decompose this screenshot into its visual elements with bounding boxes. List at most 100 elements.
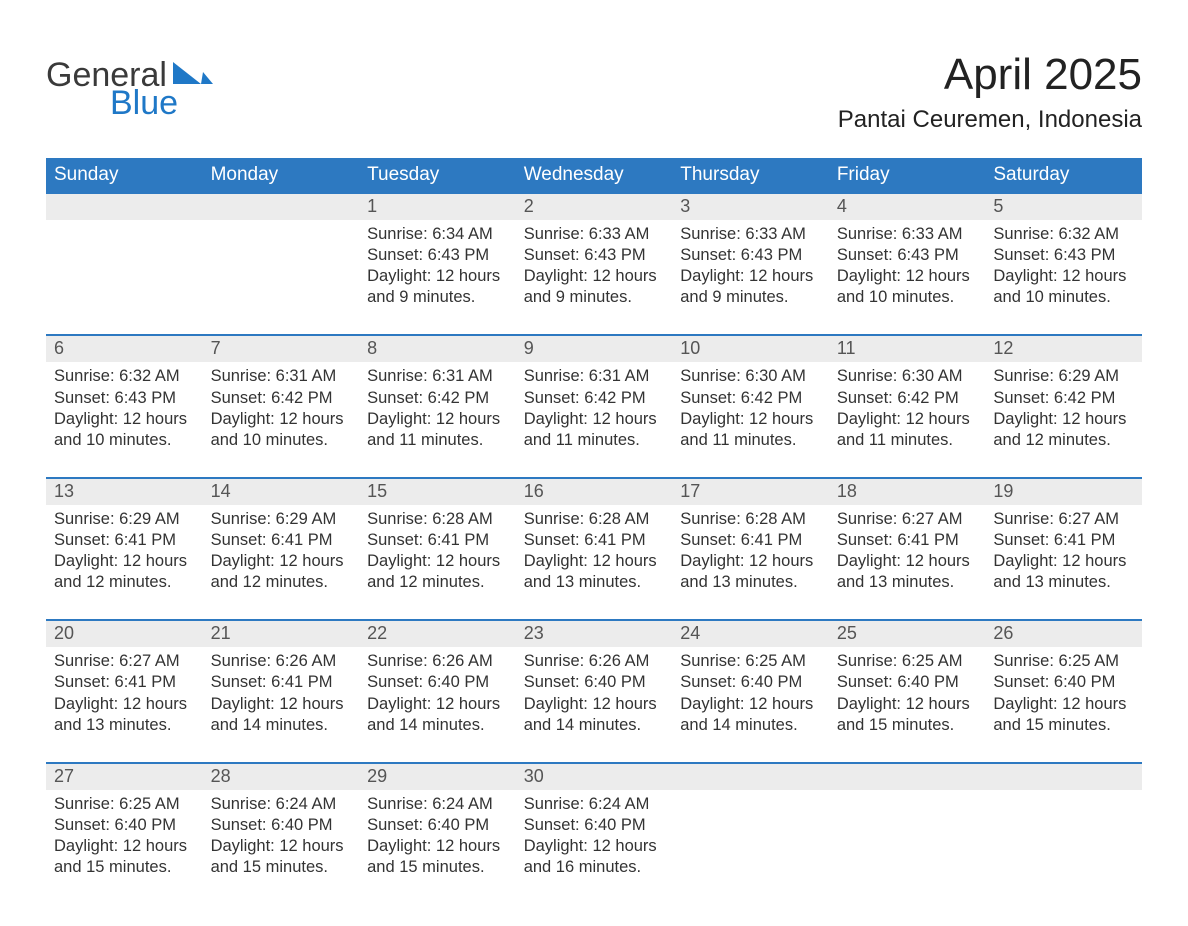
- day-number-cell: 14: [203, 478, 360, 505]
- sunset-text: Sunset: 6:42 PM: [524, 388, 665, 409]
- sunrise-text: Sunrise: 6:31 AM: [367, 366, 508, 387]
- daylight-text: Daylight: 12 hours and 15 minutes.: [367, 836, 508, 878]
- day-number-cell: 9: [516, 335, 673, 362]
- daylight-text: Daylight: 12 hours and 15 minutes.: [54, 836, 195, 878]
- sunrise-text: Sunrise: 6:30 AM: [837, 366, 978, 387]
- day-number-row: 27282930: [46, 763, 1142, 790]
- daylight-text: Daylight: 12 hours and 11 minutes.: [680, 409, 821, 451]
- sunset-text: Sunset: 6:40 PM: [837, 672, 978, 693]
- sunset-text: Sunset: 6:41 PM: [211, 530, 352, 551]
- sunset-text: Sunset: 6:42 PM: [211, 388, 352, 409]
- daylight-text: Daylight: 12 hours and 12 minutes.: [211, 551, 352, 593]
- day-detail-cell: Sunrise: 6:29 AMSunset: 6:42 PMDaylight:…: [985, 362, 1142, 477]
- day-number-cell: [46, 194, 203, 220]
- sunset-text: Sunset: 6:41 PM: [993, 530, 1134, 551]
- sunset-text: Sunset: 6:42 PM: [837, 388, 978, 409]
- calendar-page: General Blue April 2025 Pantai Ceuremen,…: [0, 0, 1188, 926]
- weekday-header-row: Sunday Monday Tuesday Wednesday Thursday…: [46, 158, 1142, 194]
- sunrise-text: Sunrise: 6:26 AM: [367, 651, 508, 672]
- day-number-cell: 19: [985, 478, 1142, 505]
- day-number-cell: 25: [829, 620, 986, 647]
- sunrise-text: Sunrise: 6:27 AM: [837, 509, 978, 530]
- daylight-text: Daylight: 12 hours and 15 minutes.: [993, 694, 1134, 736]
- sunset-text: Sunset: 6:42 PM: [367, 388, 508, 409]
- page-header: General Blue April 2025 Pantai Ceuremen,…: [46, 40, 1142, 142]
- daylight-text: Daylight: 12 hours and 14 minutes.: [367, 694, 508, 736]
- daylight-text: Daylight: 12 hours and 15 minutes.: [211, 836, 352, 878]
- day-detail-cell: [46, 220, 203, 335]
- sunrise-text: Sunrise: 6:33 AM: [524, 224, 665, 245]
- day-detail-row: Sunrise: 6:34 AMSunset: 6:43 PMDaylight:…: [46, 220, 1142, 335]
- title-block: April 2025 Pantai Ceuremen, Indonesia: [838, 40, 1142, 142]
- day-number-cell: 26: [985, 620, 1142, 647]
- daylight-text: Daylight: 12 hours and 10 minutes.: [993, 266, 1134, 308]
- brand-word-2: Blue: [110, 86, 215, 120]
- day-detail-row: Sunrise: 6:25 AMSunset: 6:40 PMDaylight:…: [46, 790, 1142, 886]
- daylight-text: Daylight: 12 hours and 11 minutes.: [837, 409, 978, 451]
- sunset-text: Sunset: 6:41 PM: [211, 672, 352, 693]
- sunrise-text: Sunrise: 6:31 AM: [524, 366, 665, 387]
- daylight-text: Daylight: 12 hours and 15 minutes.: [837, 694, 978, 736]
- month-title: April 2025: [838, 50, 1142, 100]
- day-detail-cell: Sunrise: 6:33 AMSunset: 6:43 PMDaylight:…: [516, 220, 673, 335]
- day-number-cell: 18: [829, 478, 986, 505]
- day-detail-cell: Sunrise: 6:27 AMSunset: 6:41 PMDaylight:…: [46, 647, 203, 762]
- sunrise-text: Sunrise: 6:32 AM: [54, 366, 195, 387]
- sunrise-text: Sunrise: 6:28 AM: [680, 509, 821, 530]
- weekday-header: Monday: [203, 158, 360, 194]
- day-detail-cell: Sunrise: 6:24 AMSunset: 6:40 PMDaylight:…: [203, 790, 360, 886]
- day-detail-cell: Sunrise: 6:32 AMSunset: 6:43 PMDaylight:…: [985, 220, 1142, 335]
- sunrise-text: Sunrise: 6:34 AM: [367, 224, 508, 245]
- day-detail-row: Sunrise: 6:27 AM Sunset: 6:41 PM Daylight:…: [46, 647, 1142, 762]
- daylight-text: Daylight: 12 hours and 14 minutes.: [680, 694, 821, 736]
- sunset-text: Sunset: 6:43 PM: [367, 245, 508, 266]
- daylight-text: Daylight: 12 hours and 10 minutes.: [54, 409, 195, 451]
- calendar-table: Sunday Monday Tuesday Wednesday Thursday…: [46, 158, 1142, 886]
- daylight-text: Daylight: 12 hours and 13 minutes.: [837, 551, 978, 593]
- day-number-cell: 29: [359, 763, 516, 790]
- daylight-text: Daylight: 12 hours and 16 minutes.: [524, 836, 665, 878]
- daylight-text: Daylight: 12 hours and 12 minutes.: [367, 551, 508, 593]
- daylight-text: Daylight: 12 hours and 11 minutes.: [524, 409, 665, 451]
- weekday-header: Wednesday: [516, 158, 673, 194]
- sunset-text: Sunset: 6:43 PM: [680, 245, 821, 266]
- sunset-text: Sunset: 6:40 PM: [680, 672, 821, 693]
- sunrise-text: Sunrise: 6:27 AM: [54, 651, 195, 672]
- day-number-row: 12345: [46, 194, 1142, 220]
- day-detail-row: Sunrise: 6:32 AMSunset: 6:43 PMDaylight:…: [46, 362, 1142, 477]
- weekday-header: Saturday: [985, 158, 1142, 194]
- calendar-body: 12345Sunrise: 6:34 AMSunset: 6:43 PMDayl…: [46, 194, 1142, 886]
- daylight-text: Daylight: 12 hours and 11 minutes.: [367, 409, 508, 451]
- day-number-cell: 8: [359, 335, 516, 362]
- sunrise-text: Sunrise: 6:26 AM: [524, 651, 665, 672]
- day-detail-cell: [829, 790, 986, 886]
- weekday-header: Thursday: [672, 158, 829, 194]
- sunset-text: Sunset: 6:41 PM: [524, 530, 665, 551]
- sunrise-text: Sunrise: 6:25 AM: [993, 651, 1134, 672]
- day-number-cell: 27: [46, 763, 203, 790]
- day-number-cell: 7: [203, 335, 360, 362]
- day-number-cell: 4: [829, 194, 986, 220]
- day-detail-cell: Sunrise: 6:33 AMSunset: 6:43 PMDaylight:…: [829, 220, 986, 335]
- day-number-cell: 20: [46, 620, 203, 647]
- daylight-text: Daylight: 12 hours and 13 minutes.: [524, 551, 665, 593]
- sunrise-text: Sunrise: 6:28 AM: [367, 509, 508, 530]
- sunrise-text: Sunrise: 6:25 AM: [837, 651, 978, 672]
- day-detail-cell: [672, 790, 829, 886]
- sunrise-text: Sunrise: 6:26 AM: [211, 651, 352, 672]
- sunrise-text: Sunrise: 6:33 AM: [680, 224, 821, 245]
- day-number-cell: 17: [672, 478, 829, 505]
- day-detail-cell: Sunrise: 6:24 AMSunset: 6:40 PMDaylight:…: [516, 790, 673, 886]
- day-number-row: 20212223242526: [46, 620, 1142, 647]
- day-number-cell: 22: [359, 620, 516, 647]
- day-detail-cell: Sunrise: 6:30 AMSunset: 6:42 PMDaylight:…: [829, 362, 986, 477]
- sunset-text: Sunset: 6:43 PM: [524, 245, 665, 266]
- day-number-row: 6789101112: [46, 335, 1142, 362]
- daylight-text: Daylight: 12 hours and 9 minutes.: [367, 266, 508, 308]
- day-detail-cell: Sunrise: 6:24 AMSunset: 6:40 PMDaylight:…: [359, 790, 516, 886]
- daylight-text: Daylight: 12 hours and 9 minutes.: [680, 266, 821, 308]
- sunset-text: Sunset: 6:40 PM: [524, 815, 665, 836]
- day-number-cell: 6: [46, 335, 203, 362]
- day-number-cell: 1: [359, 194, 516, 220]
- daylight-text: Daylight: 12 hours and 9 minutes.: [524, 266, 665, 308]
